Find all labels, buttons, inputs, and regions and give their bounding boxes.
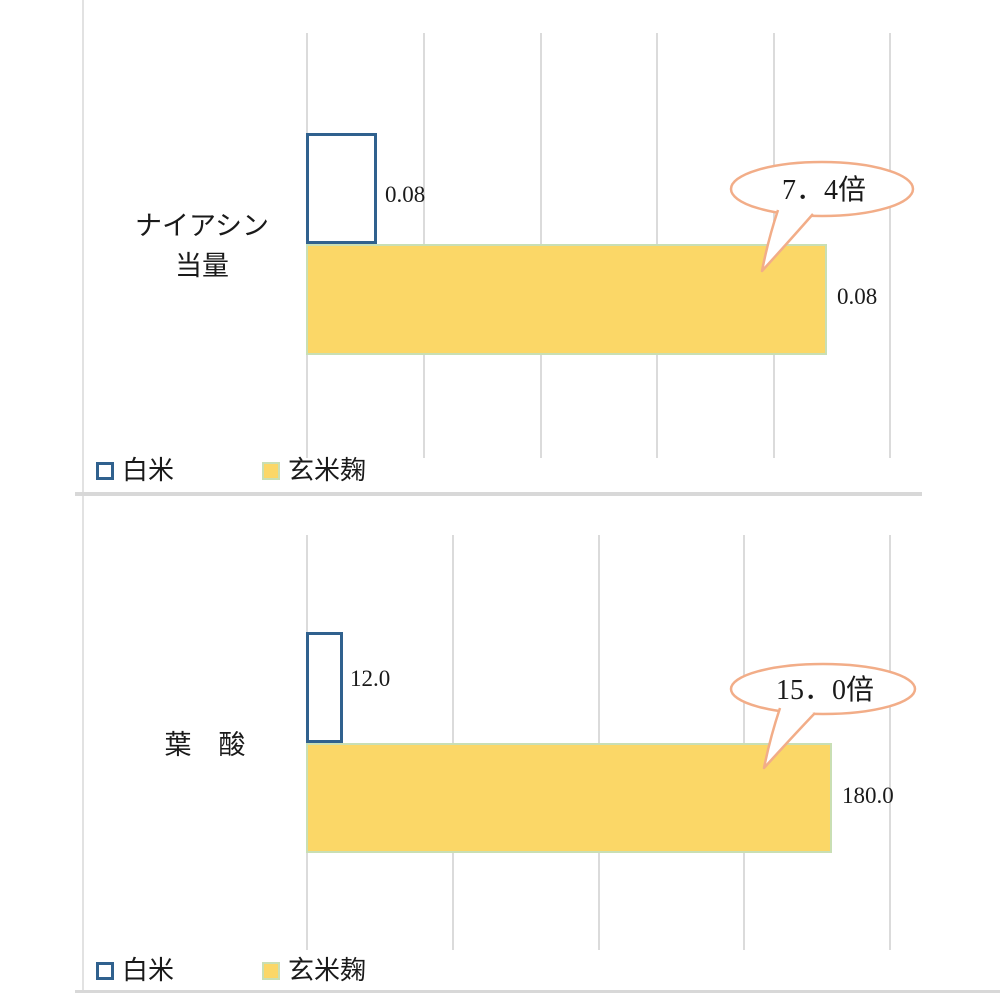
panel1-left-border [82,0,84,492]
chart1-callout-bubble: 7．4倍 [729,160,915,273]
callout-tail [762,707,816,770]
gridline [743,535,745,950]
chart1-legend: 白米 玄米麹 [96,457,366,485]
chart1-category-label: ナイアシン 当量 [118,206,286,286]
chart1-value-hakumai: 0.08 [385,182,426,207]
chart1-bar-hakumai [306,133,377,244]
callout-tail [760,209,814,273]
gridline [889,33,891,458]
chart2-legend: 白米 玄米麹 [96,957,366,985]
panel2-bottom-border [75,990,1000,993]
chart2-callout-bubble: 15．0倍 [729,662,917,770]
gridline [452,535,454,950]
legend-label-genmaikoji: 玄米麹 [288,956,367,985]
callout-ellipse [729,662,917,716]
chart1-category-line2: 当量 [175,251,229,281]
legend-label-hakumai: 白米 [122,456,175,485]
chart2-value-genmaikoji: 180.0 [842,783,894,808]
gridline [598,535,600,950]
legend-label-genmaikoji: 玄米麹 [288,456,367,485]
chart2-bar-hakumai [306,632,343,743]
chart1-bar-genmaikoji [306,244,827,355]
gridline [889,535,891,950]
chart2-value-hakumai: 12.0 [350,666,391,691]
chart2-category-label: 葉 酸 [120,725,290,765]
chart1-category-line1: ナイアシン [135,211,269,241]
panel2-left-border [82,496,84,991]
callout-ellipse [729,160,915,218]
chart1-callout-label: 7．4倍 [782,174,866,206]
legend-swatch-genmaikoji [262,462,281,480]
legend-swatch-hakumai [96,462,114,480]
legend-label-hakumai: 白米 [122,956,175,985]
chart1-value-genmaikoji: 0.08 [837,284,878,309]
legend-swatch-hakumai [96,962,114,980]
chart2-callout-label: 15．0倍 [776,674,874,706]
chart2-bar-genmaikoji [306,743,832,853]
chart2-category-line1: 葉 酸 [164,730,246,760]
legend-swatch-genmaikoji [262,962,281,980]
panel-divider [75,492,922,496]
